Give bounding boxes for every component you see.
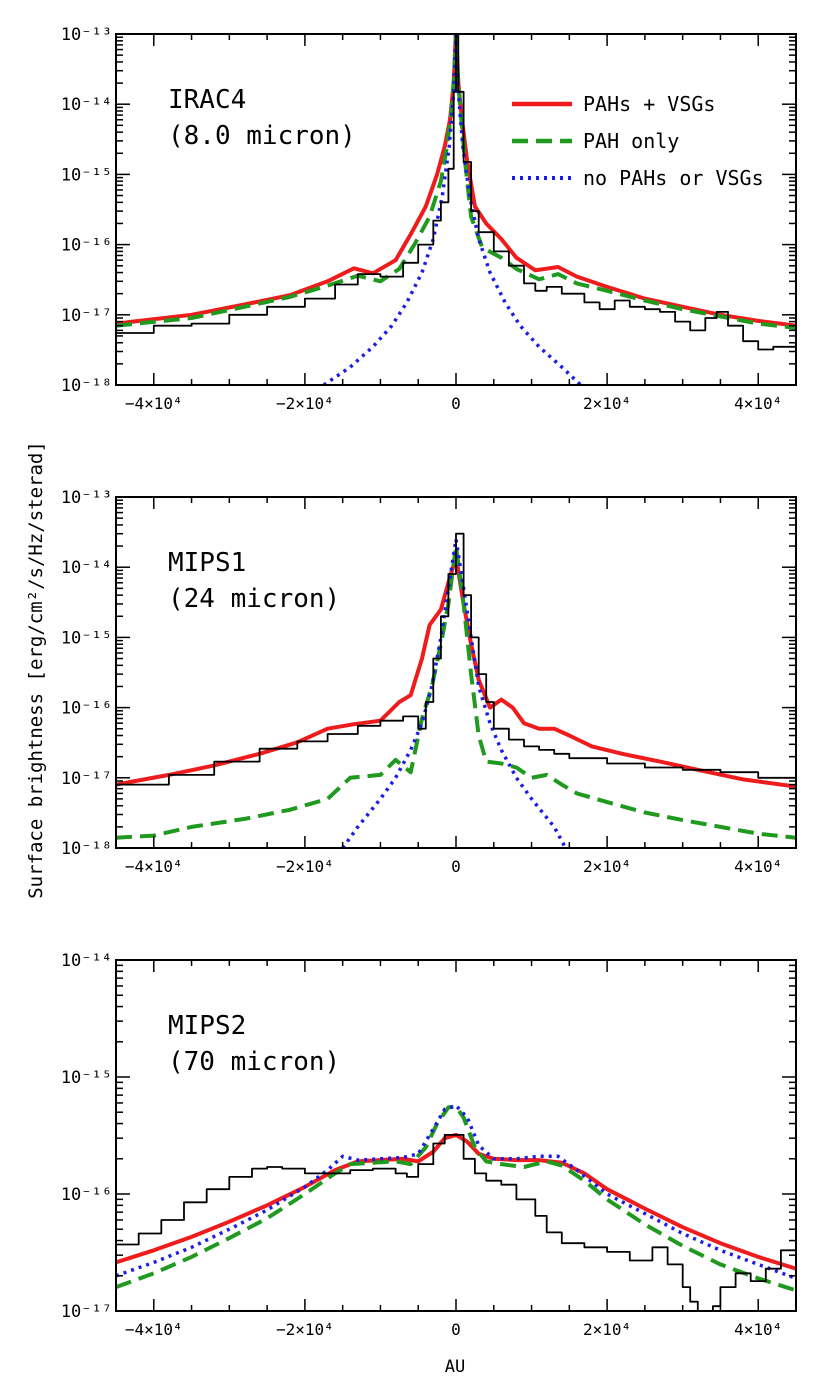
y-tick-label: 10⁻¹⁷ bbox=[61, 769, 112, 789]
series-line-no-pahs bbox=[341, 537, 568, 848]
x-tick-label: 4×10⁴ bbox=[734, 394, 782, 413]
series-line-pahs-vsgs bbox=[116, 1132, 796, 1271]
panel-band-label: IRAC4 bbox=[168, 85, 246, 115]
panel-band-label: MIPS2 bbox=[168, 1011, 246, 1041]
panel-wavelength-label: (8.0 micron) bbox=[168, 121, 356, 151]
y-tick-label: 10⁻¹⁵ bbox=[61, 165, 112, 185]
legend-label-pah-only: PAH only bbox=[583, 129, 679, 153]
series-line-observed bbox=[116, 34, 796, 351]
y-tick-label: 10⁻¹³ bbox=[61, 25, 112, 45]
x-tick-label: 4×10⁴ bbox=[734, 857, 782, 876]
y-tick-label: 10⁻¹⁸ bbox=[61, 839, 112, 859]
series-line-no-pahs bbox=[116, 1103, 796, 1281]
x-tick-label: −4×10⁴ bbox=[125, 857, 183, 876]
series-line-pah-only bbox=[116, 1104, 796, 1293]
x-tick-label: −2×10⁴ bbox=[276, 1320, 334, 1339]
x-tick-label: −2×10⁴ bbox=[276, 857, 334, 876]
panel-band-label: MIPS1 bbox=[168, 548, 246, 578]
y-tick-label: 10⁻¹⁷ bbox=[61, 1302, 112, 1322]
x-tick-label: 0 bbox=[451, 1320, 461, 1339]
x-tick-label: −4×10⁴ bbox=[125, 1320, 183, 1339]
y-tick-label: 10⁻¹⁴ bbox=[61, 558, 112, 578]
chart-panel-2: −4×10⁴ −2×10⁴ 0 2×10⁴ 4×10⁴ 10⁻¹³ 10⁻¹⁴ 10⁻¹⁵ 10… bbox=[61, 488, 797, 876]
x-tick-label: −4×10⁴ bbox=[125, 394, 183, 413]
y-tick-label: 10⁻¹⁸ bbox=[61, 376, 112, 396]
series-line-pah-only bbox=[116, 544, 796, 840]
chart-panel-3: −4×10⁴ −2×10⁴ 0 2×10⁴ 4×10⁴ 10⁻¹⁴ 10⁻¹⁵ 10⁻¹⁶ 10… bbox=[61, 951, 797, 1339]
panel-wavelength-label: (24 micron) bbox=[168, 584, 340, 614]
y-tick-label: 10⁻¹⁷ bbox=[61, 306, 112, 326]
series-line-observed bbox=[116, 532, 796, 796]
x-tick-label: 0 bbox=[451, 857, 461, 876]
x-tick-label: 2×10⁴ bbox=[583, 857, 631, 876]
y-tick-label: 10⁻¹⁵ bbox=[61, 1068, 112, 1088]
y-tick-label: 10⁻¹⁶ bbox=[61, 236, 112, 256]
x-axis-label: AU bbox=[445, 1357, 465, 1377]
series-line-observed bbox=[116, 1134, 796, 1311]
x-tick-label: 2×10⁴ bbox=[583, 1320, 631, 1339]
y-tick-label: 10⁻¹⁶ bbox=[61, 699, 112, 719]
y-tick-label: 10⁻¹⁴ bbox=[61, 951, 112, 971]
y-axis-label: Surface brightness [erg/cm²/s/Hz/sterad] bbox=[25, 441, 47, 899]
chart-panel-1: −4×10⁴ −2×10⁴ 0 2×10⁴ 4×10⁴ 10⁻¹³ 10⁻¹⁴ 10⁻¹⁵ 10… bbox=[61, 25, 797, 413]
y-tick-label: 10⁻¹³ bbox=[61, 488, 112, 508]
panel-wavelength-label: (70 micron) bbox=[168, 1047, 340, 1077]
x-tick-label: 0 bbox=[451, 394, 461, 413]
y-tick-label: 10⁻¹⁵ bbox=[61, 628, 112, 648]
legend-label-no-pahs: no PAHs or VSGs bbox=[583, 166, 764, 190]
legend-label-pahs-vsgs: PAHs + VSGs bbox=[583, 92, 715, 116]
legend: PAHs + VSGs PAH only no PAHs or VSGs bbox=[512, 92, 764, 190]
x-tick-label: 4×10⁴ bbox=[734, 1320, 782, 1339]
x-tick-label: 2×10⁴ bbox=[583, 394, 631, 413]
y-tick-label: 10⁻¹⁴ bbox=[61, 95, 112, 115]
x-tick-label: −2×10⁴ bbox=[276, 394, 334, 413]
y-tick-label: 10⁻¹⁶ bbox=[61, 1185, 112, 1205]
